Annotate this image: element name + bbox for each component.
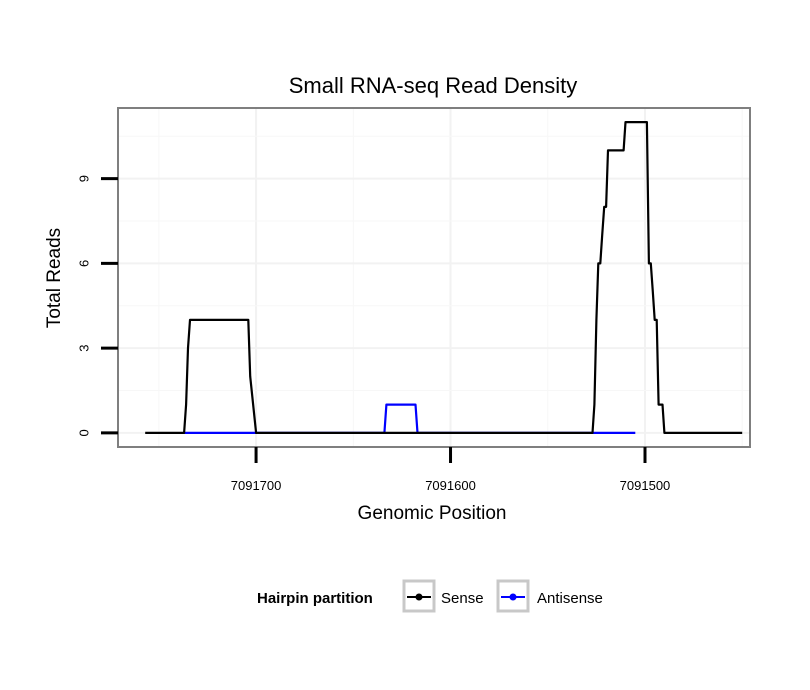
series-line-sense [145, 120, 743, 434]
y-tick-label: 9 [77, 175, 92, 182]
legend-marker-sense [415, 593, 423, 601]
x-tick-label: 7091600 [425, 478, 476, 493]
series-layer [145, 120, 743, 434]
legend-label-antisense: Antisense [537, 590, 603, 607]
legend-title: Hairpin partition [257, 590, 373, 607]
legend-label-sense: Sense [441, 590, 484, 607]
y-tick-label: 6 [77, 260, 92, 267]
x-axis-label: Genomic Position [358, 503, 507, 524]
legend-marker-antisense [509, 593, 517, 601]
y-tick-label: 3 [77, 345, 92, 352]
y-axis: 0 3 6 9 [77, 175, 118, 436]
x-tick-label: 7091500 [620, 478, 671, 493]
x-tick-label: 7091700 [231, 478, 282, 493]
chart-title: Small RNA-seq Read Density [289, 73, 578, 98]
legend: Hairpin partition Sense Antisense [257, 579, 603, 613]
x-axis: 7091700 7091600 7091500 [231, 447, 671, 493]
plot-area [118, 108, 750, 447]
y-tick-label: 0 [77, 429, 92, 436]
grid [118, 108, 750, 447]
y-axis-label: Total Reads [44, 228, 65, 328]
plot-border [117, 107, 751, 448]
